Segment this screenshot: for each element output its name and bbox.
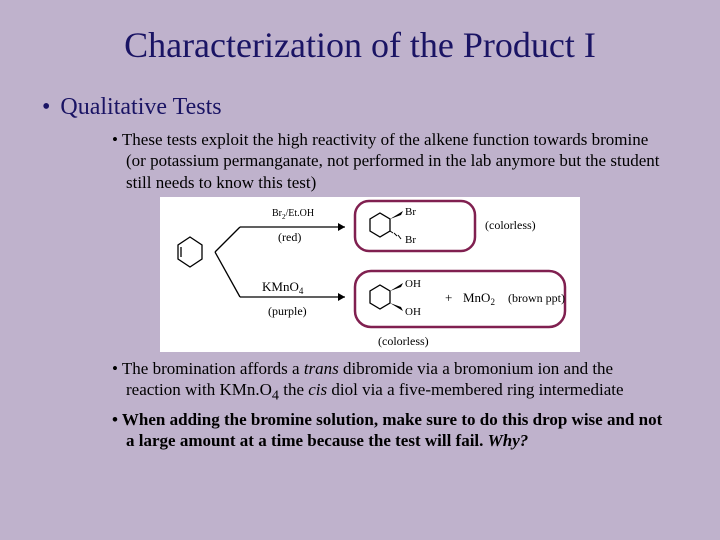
arrow-top: Br2/Et.OH (red) — [240, 208, 345, 244]
section-heading: Qualitative Tests — [60, 94, 690, 121]
branch-line-bottom — [215, 252, 240, 297]
arrow-bottom: KMnO4 (purple) — [240, 279, 345, 318]
slide: Characterization of the Product I Qualit… — [0, 0, 720, 540]
reaction-diagram: Br2/Et.OH (red) Br — [160, 197, 580, 352]
svg-text:KMnO4: KMnO4 — [262, 279, 304, 296]
svg-text:(colorless): (colorless) — [378, 334, 429, 348]
svg-text:MnO2: MnO2 — [463, 290, 495, 307]
svg-text:(brown ppt): (brown ppt) — [508, 291, 565, 305]
svg-text:OH: OH — [405, 306, 421, 318]
svg-text:Br: Br — [405, 234, 416, 246]
page-title: Characterization of the Product I — [30, 24, 690, 66]
bullet-3: When adding the bromine solution, make s… — [112, 409, 670, 452]
svg-text:OH: OH — [405, 278, 421, 290]
product-bottom: OH OH + MnO2 (brown ppt) (colorless) — [355, 271, 565, 348]
svg-text:+: + — [445, 290, 452, 305]
branch-line-top — [215, 227, 240, 252]
product-top: Br Br (colorless) — [355, 201, 536, 251]
cyclohexene-icon — [178, 237, 202, 267]
bullet-1: These tests exploit the high reactivity … — [112, 129, 670, 193]
svg-text:(colorless): (colorless) — [485, 218, 536, 232]
bullet-2: The bromination affords a trans dibromid… — [112, 358, 670, 405]
svg-text:Br: Br — [405, 206, 416, 218]
svg-text:Br2/Et.OH: Br2/Et.OH — [272, 208, 314, 221]
svg-text:(purple): (purple) — [268, 304, 307, 318]
svg-text:(red): (red) — [278, 230, 301, 244]
